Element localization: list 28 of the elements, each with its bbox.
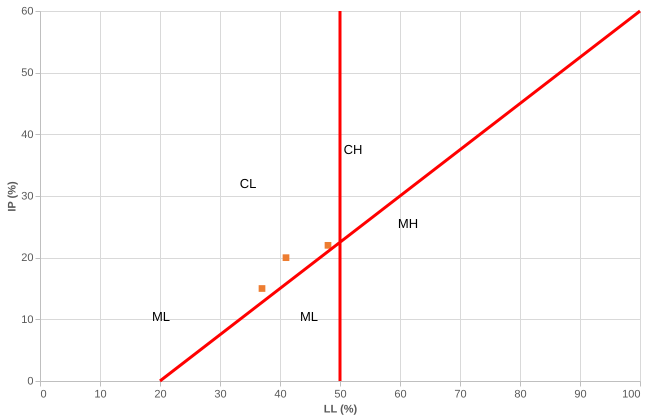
x-tick-label: 30: [214, 388, 227, 400]
y-tick-label: 0: [27, 376, 34, 388]
x-tick-label: 50: [334, 388, 347, 400]
point: [282, 254, 290, 262]
x-tick-label: 70: [454, 388, 467, 400]
y-axis-title: IP (%): [6, 180, 18, 212]
point: [258, 285, 266, 292]
x-tick-label: 90: [574, 388, 587, 400]
x-tick-label: 80: [514, 388, 527, 400]
point: [324, 242, 332, 249]
y-tick-label: 10: [21, 314, 34, 326]
x-tick-label: 60: [394, 388, 407, 400]
x-tick-label: 20: [154, 388, 167, 400]
x-tick-label: 100: [622, 388, 640, 400]
x-axis-title: LL (%): [324, 404, 358, 416]
x-tick-label: 10: [94, 388, 107, 400]
annotation: CH: [344, 142, 362, 157]
y-tick-label: 50: [21, 67, 34, 80]
annotation: ML: [152, 309, 170, 324]
y-tick-label: 40: [21, 128, 34, 141]
annotation: ML: [300, 309, 318, 324]
annotation: CL: [240, 176, 256, 191]
y-tick-label: 60: [21, 6, 34, 18]
y-tick-label: 20: [21, 252, 34, 264]
y-tick-label: 30: [21, 190, 34, 202]
annotation: MH: [398, 216, 418, 231]
x-tick-label: 40: [274, 388, 287, 400]
x-tick-label: 0: [40, 388, 47, 400]
